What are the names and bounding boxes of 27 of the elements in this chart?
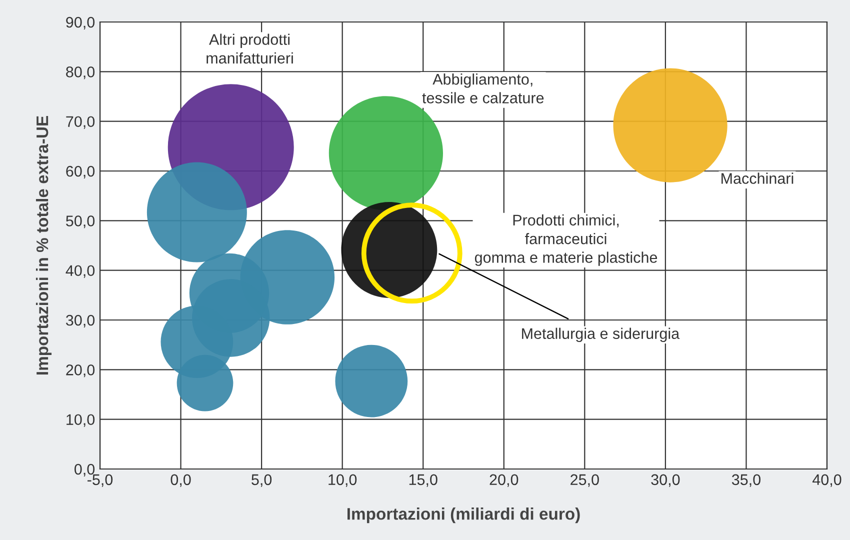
y-tick-label: 90,0 xyxy=(66,16,95,30)
x-tick-label: 10,0 xyxy=(328,474,357,487)
x-tick-label: 20,0 xyxy=(490,474,518,487)
y-tick-label: 70,0 xyxy=(66,116,95,129)
y-tick-label: 30,0 xyxy=(66,314,95,328)
x-tick-label: 40,0 xyxy=(812,474,842,487)
annotation: Metallurgia e siderurgia xyxy=(522,328,680,342)
x-tick-label: -5,0 xyxy=(88,474,113,487)
annotation: Altri prodotti manifatturieri xyxy=(206,34,293,64)
y-tick-label: 0,0 xyxy=(74,464,95,476)
x-tick-label: 25,0 xyxy=(570,474,599,487)
y-tick-label: 80,0 xyxy=(66,66,95,80)
y-tick-label: 50,0 xyxy=(66,216,95,228)
annotation: Macchinari xyxy=(722,172,794,184)
x-tick-label: 0,0 xyxy=(170,474,191,487)
y-tick-label: 60,0 xyxy=(66,166,95,178)
y-tick-label: 40,0 xyxy=(66,265,95,278)
x-tick-label: 35,0 xyxy=(732,474,760,487)
x-axis-title: Importazioni (miliardi di euro) xyxy=(347,508,580,524)
annotation: Abbigliamento, tessile e calzature xyxy=(422,73,544,104)
x-tick-label: 30,0 xyxy=(651,474,680,487)
x-tick-label: 5,0 xyxy=(252,474,272,487)
y-axis-title: Importazioni in % totale extra-UE xyxy=(36,116,52,374)
y-tick-label: 20,0 xyxy=(66,364,95,378)
x-tick-label: 15,0 xyxy=(409,474,438,487)
annotation: Prodotti chimici, farmaceutici gomma e materie plastiche xyxy=(474,214,658,266)
y-tick-label: 10,0 xyxy=(66,414,95,427)
